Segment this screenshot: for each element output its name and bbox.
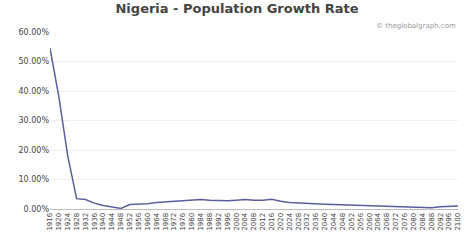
svg-text:2096: 2096 <box>445 212 453 230</box>
svg-text:1996: 1996 <box>224 212 232 230</box>
svg-text:2088: 2088 <box>428 213 436 231</box>
svg-text:30.00%: 30.00% <box>18 116 49 125</box>
svg-text:40.00%: 40.00% <box>18 87 49 96</box>
svg-text:1976: 1976 <box>179 212 187 230</box>
svg-text:1972: 1972 <box>170 213 178 231</box>
svg-text:2004: 2004 <box>241 212 249 230</box>
svg-text:2080: 2080 <box>410 213 418 231</box>
svg-text:1932: 1932 <box>82 213 90 231</box>
svg-text:2092: 2092 <box>437 213 445 231</box>
svg-text:2076: 2076 <box>401 212 409 230</box>
svg-text:2024: 2024 <box>286 212 294 230</box>
svg-text:2064: 2064 <box>374 212 382 230</box>
svg-text:1936: 1936 <box>91 212 99 230</box>
svg-text:1964: 1964 <box>153 212 161 230</box>
svg-text:2048: 2048 <box>339 213 347 231</box>
svg-text:2032: 2032 <box>303 213 311 231</box>
svg-text:2044: 2044 <box>330 212 338 230</box>
svg-text:1960: 1960 <box>144 213 152 231</box>
svg-text:2008: 2008 <box>250 213 258 231</box>
svg-text:1924: 1924 <box>64 212 72 230</box>
svg-text:2016: 2016 <box>268 212 276 230</box>
svg-text:2056: 2056 <box>357 212 365 230</box>
svg-text:2000: 2000 <box>233 213 241 231</box>
svg-text:1956: 1956 <box>135 212 143 230</box>
svg-text:2100: 2100 <box>454 213 462 231</box>
svg-text:2072: 2072 <box>392 213 400 231</box>
svg-text:1916: 1916 <box>46 212 54 230</box>
svg-text:2036: 2036 <box>312 212 320 230</box>
svg-text:2052: 2052 <box>348 213 356 231</box>
svg-text:1984: 1984 <box>197 212 205 230</box>
svg-text:60.00%: 60.00% <box>18 28 49 37</box>
svg-text:2028: 2028 <box>295 213 303 231</box>
svg-text:0.00%: 0.00% <box>24 205 50 214</box>
svg-text:2040: 2040 <box>321 213 329 231</box>
svg-text:2012: 2012 <box>259 213 267 231</box>
svg-text:© theglobalgraph.com: © theglobalgraph.com <box>376 22 456 30</box>
svg-text:1920: 1920 <box>55 213 63 231</box>
svg-text:2068: 2068 <box>383 213 391 231</box>
svg-text:2020: 2020 <box>277 213 285 231</box>
svg-text:1968: 1968 <box>162 213 170 231</box>
svg-text:2084: 2084 <box>419 212 427 230</box>
svg-text:20.00%: 20.00% <box>18 146 49 155</box>
svg-text:1980: 1980 <box>188 213 196 231</box>
svg-text:1952: 1952 <box>126 213 134 231</box>
svg-text:10.00%: 10.00% <box>18 175 49 184</box>
svg-text:Nigeria - Population Growth Ra: Nigeria - Population Growth Rate <box>115 1 358 16</box>
svg-text:2060: 2060 <box>366 213 374 231</box>
svg-text:50.00%: 50.00% <box>18 57 49 66</box>
svg-text:1948: 1948 <box>117 213 125 231</box>
svg-text:1944: 1944 <box>108 212 116 230</box>
svg-text:1988: 1988 <box>206 213 214 231</box>
svg-text:1992: 1992 <box>215 213 223 231</box>
svg-text:1940: 1940 <box>99 213 107 231</box>
svg-text:1928: 1928 <box>73 213 81 231</box>
